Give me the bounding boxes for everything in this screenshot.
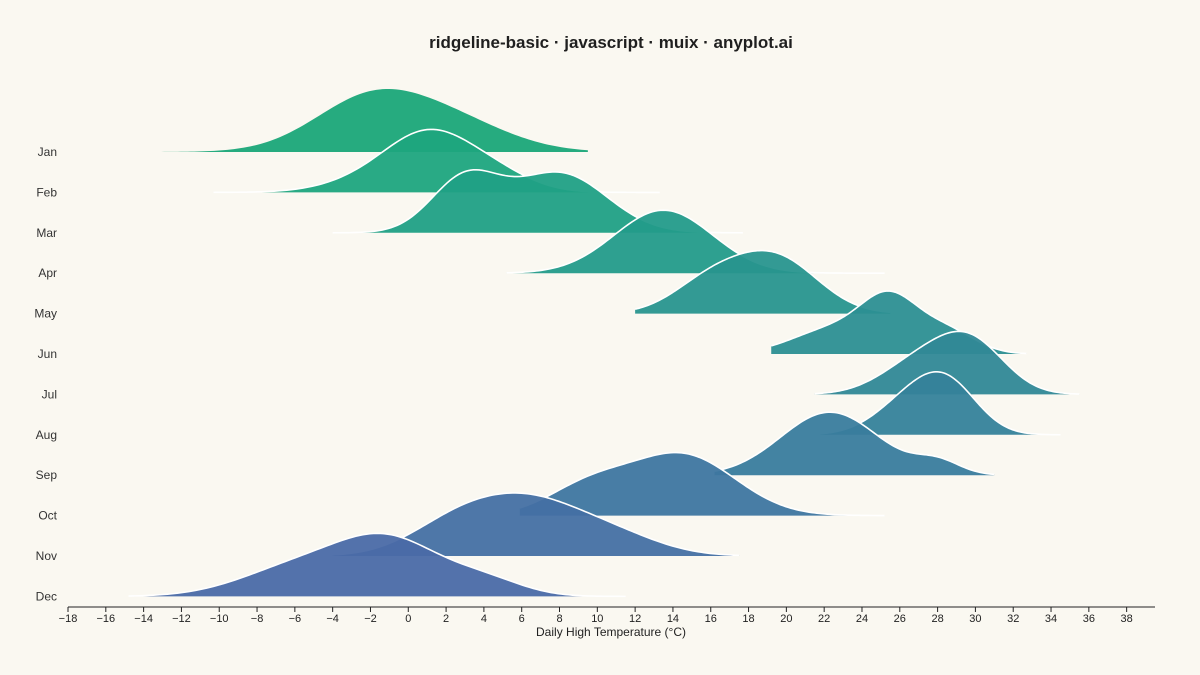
ridge-mar <box>332 169 743 233</box>
x-tick-label: −14 <box>134 613 153 625</box>
x-axis-title: Daily High Temperature (°C) <box>536 625 686 639</box>
x-tick-label: 12 <box>629 613 641 625</box>
x-tick-label: 4 <box>481 613 487 625</box>
ridge-feb <box>213 129 660 193</box>
ridge-outline-dec <box>128 532 626 598</box>
ridge-jan <box>124 89 588 152</box>
ridge-aug <box>820 371 1061 435</box>
ridge-outline-oct <box>519 451 885 517</box>
month-label-nov: Nov <box>36 549 57 563</box>
x-tick-label: −16 <box>96 613 115 625</box>
ridge-apr <box>506 210 885 274</box>
chart-title: ridgeline-basic · javascript · muix · an… <box>429 33 793 52</box>
x-tick-label: −6 <box>289 613 302 625</box>
x-tick-label: −2 <box>364 613 377 625</box>
ridge-outline-apr <box>506 209 885 274</box>
x-axis: −18 −16 −14 −12 −10 −8 −6 −4 −2 0 2 4 6 8 10 12 14 16 18 20… <box>59 606 1155 625</box>
x-tick-label: 10 <box>591 613 603 625</box>
month-label-dec: Dec <box>36 589 57 603</box>
month-label-oct: Oct <box>38 509 57 523</box>
x-tick-label: 20 <box>780 613 792 625</box>
x-tick-label: 2 <box>443 613 449 625</box>
ridge-outline-sep <box>714 411 995 476</box>
x-tick-label: 32 <box>1007 613 1019 625</box>
ridge-jul <box>814 331 1080 395</box>
x-tick-label: 36 <box>1083 613 1095 625</box>
x-tick-label: −12 <box>172 613 191 625</box>
month-label-jan: Jan <box>38 145 57 159</box>
month-label-jun: Jun <box>38 347 57 361</box>
ridge-may <box>635 250 891 314</box>
x-tick-label: 28 <box>931 613 943 625</box>
ridge-sep <box>714 412 995 476</box>
x-tick-label: 38 <box>1121 613 1133 625</box>
ridges-group <box>124 89 1080 598</box>
month-label-jul: Jul <box>42 387 57 401</box>
month-label-feb: Feb <box>36 185 57 199</box>
x-tick-label: 16 <box>705 613 717 625</box>
x-tick-label: −8 <box>251 613 264 625</box>
x-tick-label: 34 <box>1045 613 1057 625</box>
ridge-outline-may <box>634 249 891 314</box>
x-tick-label: 26 <box>894 613 906 625</box>
x-tick-label: 24 <box>856 613 868 625</box>
x-tick-label: 6 <box>519 613 525 625</box>
ridge-nov <box>332 493 740 556</box>
ridge-outline-jul <box>814 330 1080 395</box>
x-tick-label: 8 <box>556 613 562 625</box>
month-label-aug: Aug <box>36 428 57 442</box>
ridge-dec <box>128 533 626 597</box>
month-label-may: May <box>34 307 57 321</box>
x-tick-label: 0 <box>405 613 411 625</box>
x-tick-label: −10 <box>210 613 229 625</box>
month-labels-group: Jan Feb Mar Apr May Jun Jul Aug Sep Oct Nov Dec <box>34 145 57 603</box>
x-tick-label: 18 <box>742 613 754 625</box>
month-label-mar: Mar <box>36 226 57 240</box>
x-tick-label: 14 <box>667 613 679 625</box>
x-tick-label: 22 <box>818 613 830 625</box>
x-tick-label: −18 <box>59 613 78 625</box>
x-tick-label: 30 <box>969 613 981 625</box>
month-label-apr: Apr <box>38 266 57 280</box>
month-label-sep: Sep <box>36 468 58 482</box>
x-tick-label: −4 <box>326 613 339 625</box>
